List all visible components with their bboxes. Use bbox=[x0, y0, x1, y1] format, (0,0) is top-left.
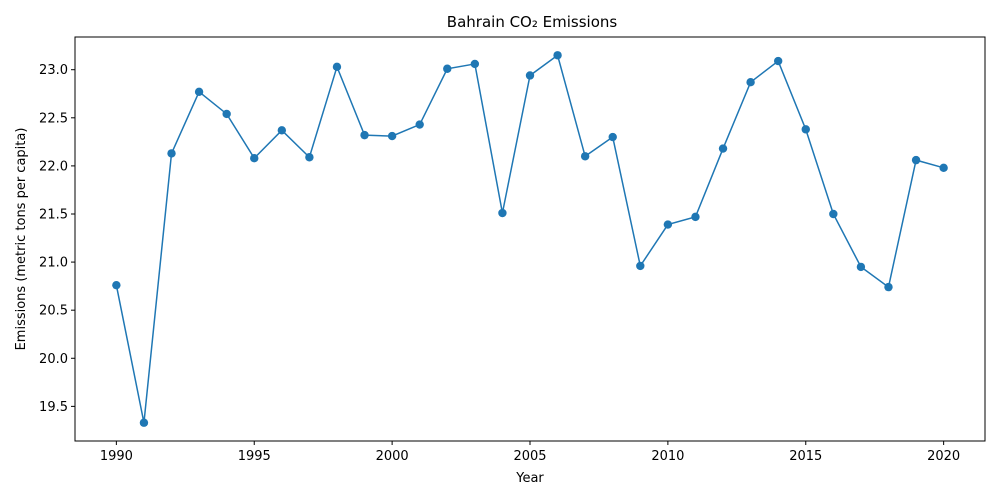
y-axis-label: Emissions (metric tons per capita) bbox=[14, 128, 29, 351]
data-point-2012 bbox=[718, 144, 728, 153]
x-tick-label: 1990 bbox=[100, 449, 133, 464]
data-point-1995 bbox=[250, 154, 259, 163]
y-tick-label: 22.0 bbox=[39, 159, 68, 174]
data-point-2016 bbox=[829, 209, 838, 219]
data-point-2015 bbox=[801, 125, 810, 134]
data-point-2019 bbox=[911, 155, 921, 165]
data-point-2006 bbox=[553, 51, 562, 60]
data-point-2001 bbox=[415, 120, 424, 129]
data-point-2020 bbox=[939, 163, 948, 173]
data-point-2003 bbox=[470, 59, 480, 69]
x-tick-label: 2020 bbox=[927, 449, 960, 464]
data-point-2008 bbox=[608, 132, 617, 142]
data-point-1994 bbox=[222, 109, 231, 119]
data-point-1993 bbox=[194, 87, 204, 97]
data-point-2004 bbox=[498, 208, 507, 218]
y-tick-label: 19.5 bbox=[39, 400, 68, 415]
y-tick-label: 20.5 bbox=[39, 304, 68, 319]
plot-frame bbox=[74, 36, 986, 442]
x-tick-label: 2005 bbox=[513, 449, 546, 464]
data-point-2018 bbox=[884, 282, 893, 292]
x-tick-label: 2010 bbox=[651, 449, 684, 464]
chart-title: Bahrain CO₂ Emissions bbox=[447, 13, 618, 31]
x-axis: 1990 1995 2000 2005 2010 2015 2020 bbox=[100, 441, 960, 464]
y-tick-label: 21.0 bbox=[39, 256, 68, 271]
data-point-2002 bbox=[443, 64, 452, 73]
x-tick-label: 2015 bbox=[789, 449, 822, 464]
series-line bbox=[115, 54, 944, 423]
y-tick-label: 21.5 bbox=[39, 207, 68, 222]
data-point-1990 bbox=[112, 280, 121, 290]
data-point-2014 bbox=[773, 56, 783, 66]
data-point-1991 bbox=[139, 418, 149, 427]
data-point-2011 bbox=[691, 212, 700, 222]
y-tick-label: 20.0 bbox=[39, 352, 68, 367]
data-point-1992 bbox=[167, 149, 176, 158]
y-tick-label: 22.5 bbox=[39, 111, 68, 126]
data-point-1997 bbox=[305, 153, 314, 162]
data-point-1998 bbox=[332, 62, 342, 72]
y-axis: 19.5 20.0 20.5 21.0 21.5 22.0 22.5 23.0 bbox=[39, 63, 75, 415]
data-point-2017 bbox=[856, 262, 866, 272]
data-point-1996 bbox=[277, 126, 287, 135]
x-tick-label: 2000 bbox=[376, 449, 409, 464]
data-point-1999 bbox=[360, 130, 369, 140]
y-tick-label: 23.0 bbox=[39, 63, 68, 78]
data-point-2000 bbox=[387, 131, 397, 141]
data-point-2010 bbox=[663, 220, 673, 229]
data-points bbox=[112, 51, 948, 427]
x-axis-label: Year bbox=[515, 471, 544, 486]
x-tick-label: 1995 bbox=[238, 449, 271, 464]
data-point-2005 bbox=[525, 71, 535, 80]
data-point-2009 bbox=[636, 261, 645, 271]
data-point-2007 bbox=[580, 152, 590, 161]
data-point-2013 bbox=[746, 78, 755, 87]
